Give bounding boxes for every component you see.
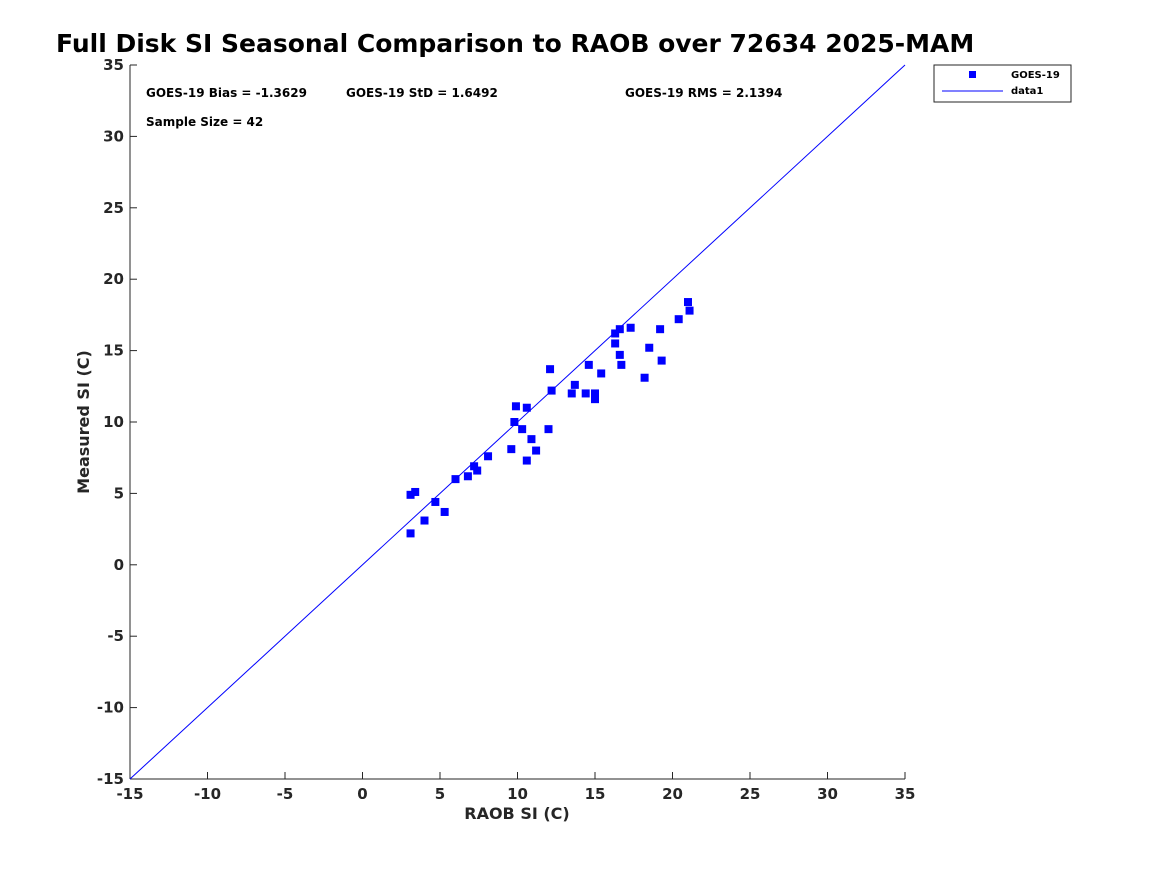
scatter-point xyxy=(591,389,599,398)
legend-label-data1: data1 xyxy=(1011,86,1043,97)
rms-annotation: GOES-19 RMS = 2.1394 xyxy=(625,86,782,100)
bias-annotation: GOES-19 Bias = -1.3629 xyxy=(146,86,307,100)
y-tick-label: 35 xyxy=(103,56,124,74)
y-tick-label: 0 xyxy=(114,556,124,574)
y-axis-label: Measured SI (C) xyxy=(74,350,93,494)
scatter-point xyxy=(617,360,626,369)
y-tick-label: 15 xyxy=(103,342,124,360)
legend-box xyxy=(933,64,1072,103)
x-tick-label: 5 xyxy=(435,785,445,803)
legend: GOES-19 data1 xyxy=(933,64,1072,103)
scatter-point xyxy=(597,369,606,378)
y-tick-label: 5 xyxy=(114,484,124,502)
chart-title: Full Disk SI Seasonal Comparison to RAOB… xyxy=(56,29,974,58)
scatter-point xyxy=(684,298,692,307)
scatter-point xyxy=(615,350,624,359)
plot-area: -15 -10 -5 0 5 10 15 20 25 30 35 -15 -10 -5 0 5 10 15 20 2… xyxy=(97,56,916,803)
scatter-point xyxy=(656,325,665,334)
scatter-point xyxy=(470,462,479,471)
x-tick-label: 10 xyxy=(507,785,528,803)
scatter-point xyxy=(570,380,579,389)
scatter-point xyxy=(615,325,624,334)
scatter-point xyxy=(522,456,531,465)
scatter-point xyxy=(510,418,519,426)
x-tick-label: 30 xyxy=(817,785,838,803)
scatter-point xyxy=(584,360,593,369)
scatter-point xyxy=(546,365,555,374)
scatter-point xyxy=(411,487,420,496)
scatter-point xyxy=(544,425,553,434)
y-tick-label: -5 xyxy=(107,627,124,645)
scatter-point xyxy=(611,329,620,338)
x-tick-label: -15 xyxy=(116,785,143,803)
scatter-point xyxy=(674,315,683,324)
x-tick-label: 15 xyxy=(585,785,606,803)
scatter-point xyxy=(511,402,520,411)
scatter-point xyxy=(611,339,620,348)
y-tick-label: 10 xyxy=(103,413,124,431)
scatter-point xyxy=(431,497,440,506)
scatter-point xyxy=(547,386,556,395)
scatter-point xyxy=(532,446,541,455)
scatter-point xyxy=(567,389,576,398)
std-annotation: GOES-19 StD = 1.6492 xyxy=(346,86,498,100)
scatter-point xyxy=(640,373,649,382)
legend-marker-goes19 xyxy=(969,71,976,78)
x-tick-label: 35 xyxy=(895,785,916,803)
scatter-point xyxy=(522,403,531,412)
x-tick-label: 25 xyxy=(740,785,761,803)
scatter-point xyxy=(657,356,666,365)
legend-label-goes19: GOES-19 xyxy=(1011,70,1060,81)
scatter-point xyxy=(463,472,472,481)
x-tick-label: 0 xyxy=(357,785,367,803)
scatter-point xyxy=(484,452,493,461)
scatter-point xyxy=(685,306,694,315)
scatter-points-group xyxy=(406,298,694,538)
x-tick-label: 20 xyxy=(662,785,683,803)
x-tick-label: -5 xyxy=(277,785,294,803)
y-tick-label: 30 xyxy=(103,127,124,145)
y-tick-label: -15 xyxy=(97,770,124,788)
x-axis-label: RAOB SI (C) xyxy=(464,804,569,823)
x-tick-label: -10 xyxy=(194,785,221,803)
scatter-point xyxy=(507,445,516,454)
scatter-point xyxy=(626,323,635,332)
scatter-point xyxy=(527,435,536,444)
scatter-point xyxy=(451,475,460,484)
y-axis-ticks: -15 -10 -5 0 5 10 15 20 25 30 35 xyxy=(97,56,137,788)
scatter-point xyxy=(420,516,429,525)
scatter-point xyxy=(406,529,415,538)
scatter-point xyxy=(581,389,590,398)
scatter-point xyxy=(645,343,654,352)
scatter-point xyxy=(518,425,527,434)
scatter-point xyxy=(591,395,599,404)
scatter-point xyxy=(406,490,415,499)
scatter-point xyxy=(440,507,449,516)
y-tick-label: 25 xyxy=(103,199,124,217)
scatter-point xyxy=(473,466,482,475)
sample-size-annotation: Sample Size = 42 xyxy=(146,115,263,129)
y-tick-label: 20 xyxy=(103,270,124,288)
x-axis-ticks: -15 -10 -5 0 5 10 15 20 25 30 35 xyxy=(116,772,915,803)
y-tick-label: -10 xyxy=(97,699,124,717)
